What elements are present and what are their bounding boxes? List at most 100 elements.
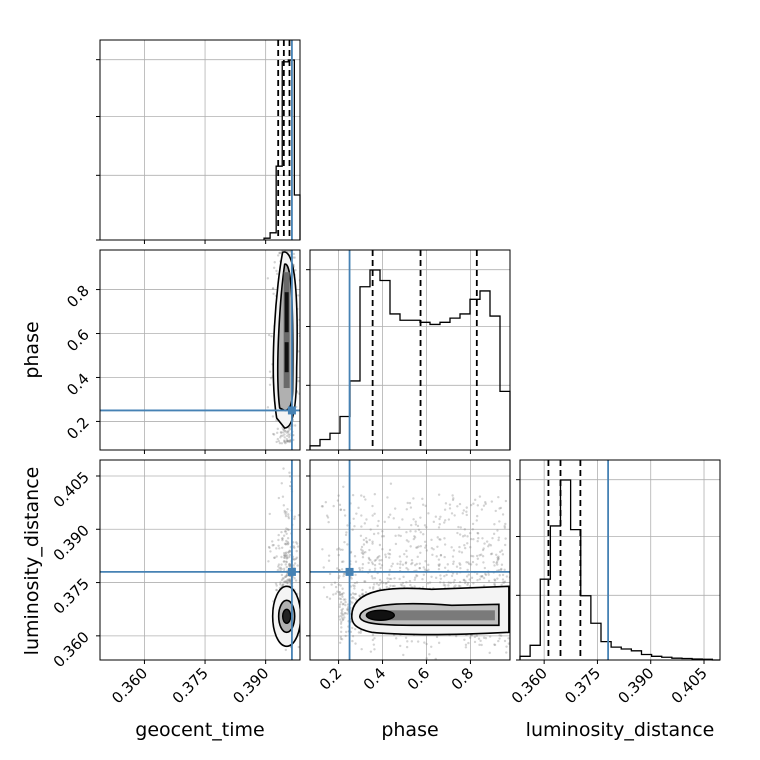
scatter-point: [452, 497, 455, 500]
scatter-point: [292, 564, 295, 567]
scatter-point: [457, 584, 461, 588]
hist-panel-luminosity_distance-bg: [520, 460, 720, 660]
scatter-point: [283, 440, 286, 444]
scatter-point: [493, 564, 496, 567]
scatter-point: [368, 538, 371, 542]
scatter-point: [301, 533, 303, 535]
scatter-point: [375, 582, 379, 585]
scatter-point: [372, 583, 376, 586]
scatter-point: [428, 653, 431, 656]
scatter-point: [359, 631, 362, 634]
scatter-point: [272, 292, 275, 296]
panel-border: [519, 459, 721, 661]
scatter-point: [340, 592, 343, 596]
scatter-point: [461, 535, 465, 538]
scatter-point: [476, 531, 479, 535]
scatter-point: [283, 433, 286, 436]
scatter-point: [404, 561, 408, 564]
scatter-point: [425, 642, 428, 646]
scatter-point: [272, 432, 275, 436]
scatter-point: [281, 537, 284, 540]
scatter-point: [338, 591, 341, 594]
scatter-point: [481, 537, 484, 540]
scatter-point: [342, 574, 345, 578]
scatter-point: [496, 556, 499, 559]
scatter-point: [343, 514, 347, 517]
scatter-point: [362, 551, 365, 554]
scatter-point: [485, 540, 489, 543]
scatter-point: [448, 507, 452, 510]
scatter-point: [493, 643, 496, 646]
scatter-point: [458, 580, 462, 584]
scatter-point: [385, 582, 388, 585]
scatter-point: [489, 544, 493, 547]
scatter-point: [453, 585, 456, 588]
scatter-point: [376, 557, 379, 560]
scatter-point: [476, 532, 480, 535]
scatter-point: [297, 247, 299, 249]
scatter-point: [301, 620, 303, 622]
scatter-point: [421, 578, 424, 581]
truth-marker: [287, 567, 296, 576]
scatter-point: [289, 579, 292, 582]
scatter-point: [459, 567, 462, 570]
xlabel-geocent-time: geocent_time: [135, 719, 264, 741]
scatter-point: [394, 542, 398, 546]
scatter-point: [286, 528, 289, 531]
x-tick-label: 0.390: [614, 664, 657, 707]
scatter-point: [380, 580, 384, 583]
scatter-point: [276, 569, 280, 572]
scatter-point: [283, 436, 286, 439]
scatter-point: [358, 566, 361, 570]
scatter-point: [499, 634, 503, 637]
scatter-point: [493, 579, 497, 582]
scatter-point: [280, 431, 283, 434]
scatter-point: [342, 485, 345, 489]
scatter-point: [288, 440, 291, 444]
scatter-point: [505, 651, 508, 654]
scatter-point: [369, 650, 373, 653]
scatter-point: [284, 543, 288, 546]
scatter-point: [271, 415, 275, 418]
scatter-point: [379, 566, 382, 570]
scatter-point: [346, 608, 349, 612]
scatter-point: [368, 586, 372, 589]
scatter-point: [322, 566, 325, 569]
scatter-point: [360, 593, 364, 596]
scatter-point: [274, 582, 278, 585]
scatter-point: [282, 467, 285, 470]
scatter-point: [278, 567, 281, 570]
scatter-point: [466, 568, 469, 572]
scatter-point: [463, 544, 466, 547]
scatter-point: [391, 584, 395, 588]
scatter-point: [434, 576, 438, 580]
scatter-point: [496, 558, 499, 562]
scatter-point: [343, 616, 346, 619]
scatter-point: [284, 575, 288, 579]
panel-border: [99, 249, 301, 451]
scatter-point: [280, 567, 283, 571]
scatter-point: [500, 549, 504, 552]
scatter-point: [288, 549, 291, 553]
scatter-point: [337, 583, 340, 586]
scatter-point: [364, 551, 367, 554]
scatter-point: [417, 528, 421, 531]
scatter-point: [266, 277, 270, 280]
scatter-point: [288, 562, 292, 566]
scatter-point: [275, 555, 278, 558]
scatter-point: [286, 540, 289, 544]
scatter-point: [284, 563, 287, 566]
scatter-point: [289, 246, 291, 248]
scatter-point: [282, 245, 284, 247]
scatter-point: [389, 482, 393, 485]
scatter-point: [493, 582, 496, 586]
density-core: [379, 610, 495, 621]
scatter-point: [337, 553, 340, 557]
scatter-point: [378, 559, 381, 562]
scatter-point: [493, 523, 496, 526]
scatter-point: [373, 492, 377, 496]
joint-panel-geocent_time-phase: 0.2 0.4 0.6 0.8: [63, 245, 301, 454]
scatter-point: [451, 572, 455, 575]
scatter-point: [381, 581, 385, 585]
scatter-point: [470, 634, 473, 637]
